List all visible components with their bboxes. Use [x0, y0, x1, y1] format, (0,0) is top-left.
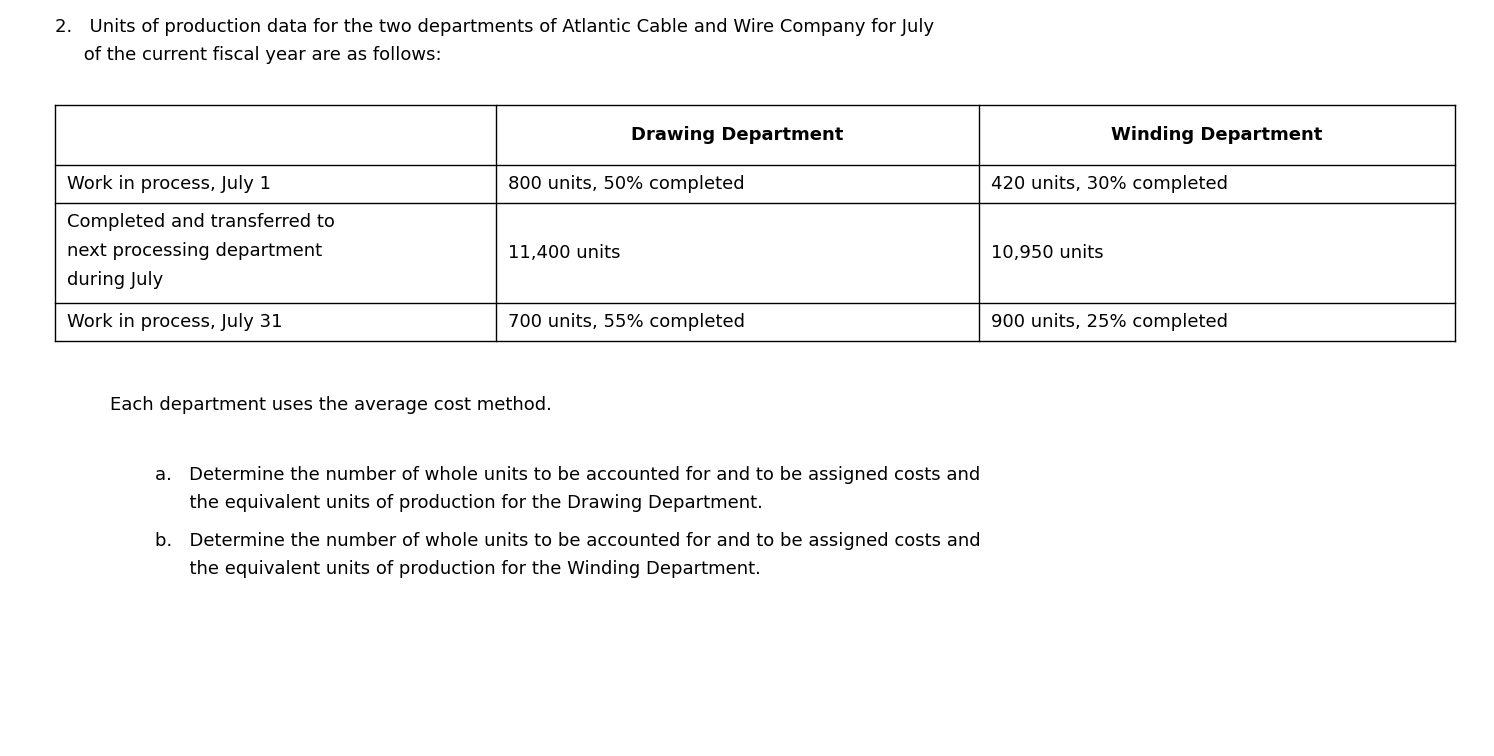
Text: Work in process, July 1: Work in process, July 1 [67, 175, 270, 193]
Text: 11,400 units: 11,400 units [508, 244, 620, 262]
Text: 10,950 units: 10,950 units [991, 244, 1104, 262]
Text: Work in process, July 31: Work in process, July 31 [67, 313, 282, 331]
Text: Each department uses the average cost method.: Each department uses the average cost me… [111, 396, 551, 414]
Text: 900 units, 25% completed: 900 units, 25% completed [991, 313, 1228, 331]
Text: 2.   Units of production data for the two departments of Atlantic Cable and Wire: 2. Units of production data for the two … [55, 18, 934, 36]
Text: the equivalent units of production for the Drawing Department.: the equivalent units of production for t… [155, 494, 763, 512]
Text: 420 units, 30% completed: 420 units, 30% completed [991, 175, 1228, 193]
Text: b.   Determine the number of whole units to be accounted for and to be assigned : b. Determine the number of whole units t… [155, 532, 980, 550]
Text: Winding Department: Winding Department [1112, 126, 1322, 144]
Text: Completed and transferred to
next processing department
during July: Completed and transferred to next proces… [67, 213, 335, 290]
Text: the equivalent units of production for the Winding Department.: the equivalent units of production for t… [155, 560, 760, 578]
Text: Drawing Department: Drawing Department [632, 126, 844, 144]
Text: 700 units, 55% completed: 700 units, 55% completed [508, 313, 746, 331]
Text: a.   Determine the number of whole units to be accounted for and to be assigned : a. Determine the number of whole units t… [155, 466, 980, 484]
Text: 800 units, 50% completed: 800 units, 50% completed [508, 175, 744, 193]
Text: of the current fiscal year are as follows:: of the current fiscal year are as follow… [55, 46, 442, 64]
